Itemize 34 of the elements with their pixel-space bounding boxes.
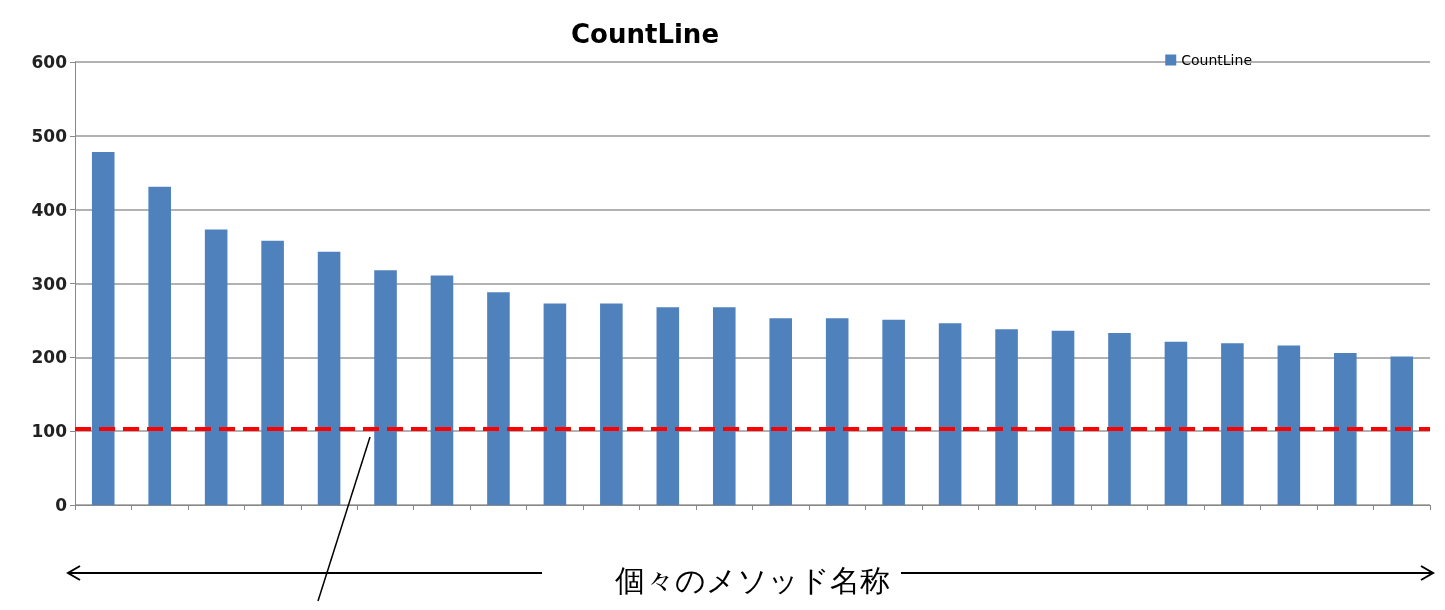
- bar: [825, 318, 849, 505]
- bar: [148, 186, 171, 505]
- bar: [938, 323, 962, 505]
- y-tick-label: 500: [31, 125, 68, 146]
- bar: [1334, 352, 1357, 505]
- bar: [317, 251, 341, 505]
- bar: [769, 318, 793, 505]
- y-tick-label: 200: [31, 347, 68, 368]
- bar: [1390, 356, 1414, 505]
- bar: [995, 329, 1018, 505]
- y-tick-label: 300: [31, 273, 68, 294]
- chart-title: CountLine: [570, 19, 720, 49]
- bar: [487, 292, 510, 505]
- bar: [712, 307, 736, 505]
- bar: [1051, 330, 1075, 505]
- bar: [261, 240, 284, 505]
- bar: [882, 319, 905, 505]
- bar: [543, 303, 567, 505]
- legend-label: CountLine: [1181, 52, 1253, 68]
- bar: [374, 270, 397, 505]
- bar: [1164, 341, 1188, 505]
- bar: [656, 307, 680, 505]
- bar: [204, 229, 228, 505]
- y-tick-label: 600: [31, 52, 68, 72]
- bar: [1108, 332, 1131, 505]
- bar: [430, 275, 454, 505]
- y-tick-label: 100: [31, 421, 68, 442]
- bar: [600, 303, 623, 505]
- bar: [91, 152, 115, 505]
- bar: [1221, 343, 1244, 505]
- x-axis-title: 個々のメソッド名称: [615, 562, 890, 598]
- bar: [1277, 345, 1301, 505]
- y-tick-label: 0: [55, 495, 68, 515]
- y-tick-label: 400: [31, 199, 68, 220]
